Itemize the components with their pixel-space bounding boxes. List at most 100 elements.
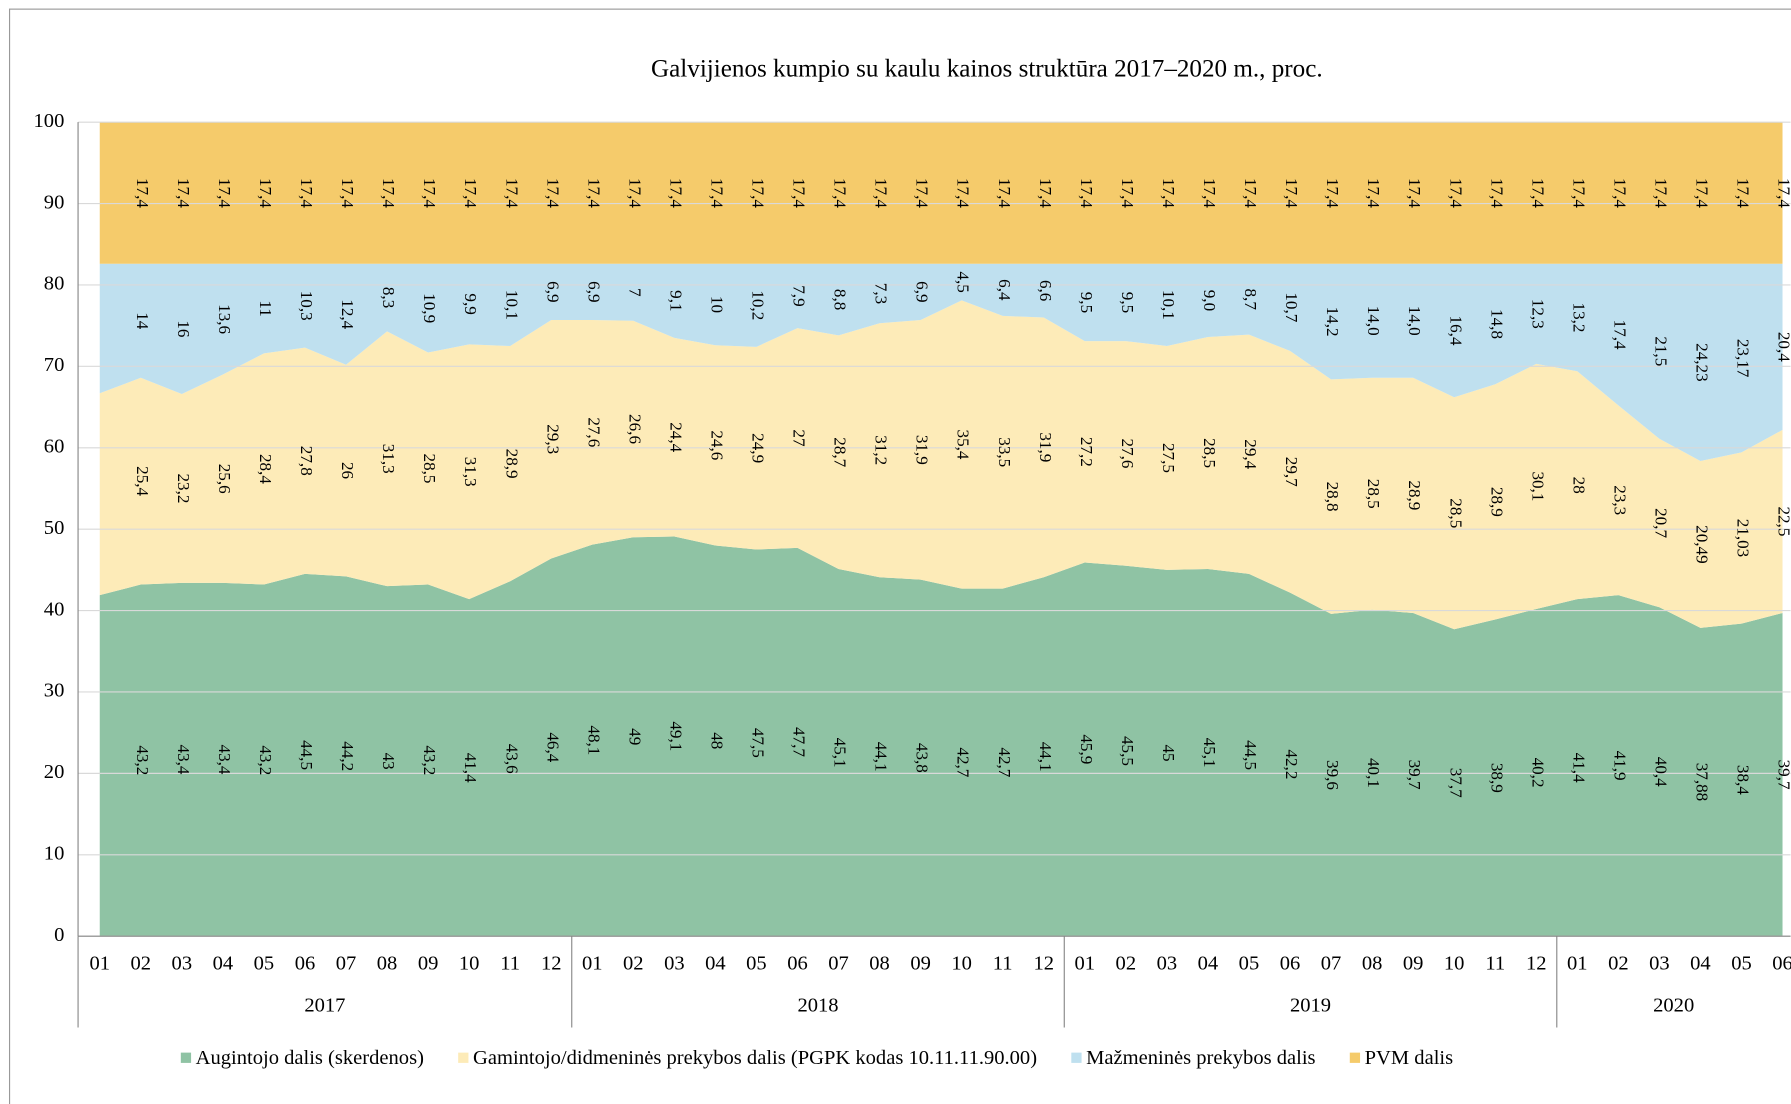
value-label: 30,1 [1528,471,1547,501]
x-tick-label: 06 [787,952,808,974]
value-label: 17,4 [1077,178,1096,208]
value-label: 44,2 [338,741,357,771]
value-label: 9,1 [666,290,685,311]
value-label: 25,4 [133,466,152,496]
value-label: 17,4 [1487,178,1506,208]
x-tick-label: 11 [993,952,1013,974]
value-label: 17,4 [1405,178,1424,208]
value-label: 21,03 [1734,519,1753,558]
legend-label: Gamintojo/didmeninės prekybos dalis (PGP… [473,1047,1037,1069]
value-label: 28,8 [1323,482,1342,512]
legend-label: Mažmeninės prekybos dalis [1086,1047,1315,1069]
value-label: 25,6 [215,464,234,494]
value-label: 45 [1159,744,1178,761]
x-tick-label: 12 [1526,952,1547,974]
x-tick-label: 08 [869,952,890,974]
legend-swatch [458,1052,469,1063]
value-label: 28,5 [1364,479,1383,509]
value-label: 9,5 [1077,292,1096,313]
value-label: 16 [174,320,193,338]
value-label: 43 [379,753,398,770]
value-label: 26 [338,462,357,480]
value-label: 31,9 [913,435,932,465]
value-label: 17,4 [995,178,1014,208]
value-label: 14 [133,312,152,330]
value-label: 29,3 [543,424,562,454]
value-label: 17,4 [1159,178,1178,208]
value-label: 17,4 [133,178,152,208]
value-label: 17,4 [790,178,809,208]
value-label: 28,9 [1405,480,1424,510]
value-label: 28,5 [420,454,439,484]
value-label: 22,5 [1775,506,1791,536]
x-tick-label: 04 [1690,952,1711,974]
value-label: 28,9 [502,449,521,479]
area [99,536,1783,937]
value-label: 38,4 [1734,765,1753,795]
value-label: 17,4 [1734,178,1753,208]
x-tick-label: 03 [172,952,193,974]
value-label: 48,1 [584,725,603,755]
x-tick-label: 04 [705,952,726,974]
value-label: 17,4 [1610,320,1629,350]
value-label: 14,0 [1364,306,1383,336]
x-tick-label: 06 [1772,952,1791,974]
value-label: 17,4 [1569,178,1588,208]
value-label: 33,5 [995,437,1014,467]
chart-frame [8,8,1791,1104]
value-label: 28 [1569,477,1588,494]
group-label: 2020 [1653,995,1694,1017]
x-tick-label: 09 [1403,952,1424,974]
value-label: 17,4 [1651,178,1670,208]
value-label: 41,4 [461,753,480,783]
value-label: 17,4 [1323,178,1342,208]
value-label: 17,4 [215,178,234,208]
chart-title: Galvijienos kumpio su kaulu kainos struk… [651,56,1323,83]
value-label: 7,9 [790,285,809,306]
value-label: 17,4 [954,178,973,208]
y-tick-label: 20 [44,761,65,783]
value-label: 37,88 [1693,763,1712,802]
x-tick-label: 11 [500,952,520,974]
value-label: 9,0 [1200,290,1219,311]
value-label: 40,2 [1528,758,1547,788]
area [99,300,1783,630]
x-tick-label: 06 [295,952,316,974]
group-label: 2019 [1290,995,1331,1017]
value-label: 6,9 [913,281,932,302]
value-label: 6,6 [1036,280,1055,302]
value-label: 39,6 [1323,760,1342,790]
value-label: 28,9 [1487,487,1506,517]
value-label: 17,4 [1693,178,1712,208]
x-tick-label: 05 [254,952,275,974]
value-label: 17,4 [625,178,644,208]
value-label: 8,8 [831,289,850,310]
value-label: 17,4 [1610,178,1629,208]
y-tick-label: 0 [54,924,64,946]
x-tick-label: 08 [1362,952,1383,974]
value-label: 31,9 [1036,432,1055,462]
x-tick-label: 05 [746,952,767,974]
group-label: 2018 [797,995,838,1017]
value-label: 13,6 [215,304,234,334]
x-tick-label: 01 [1567,952,1588,974]
value-label: 46,4 [543,732,562,762]
value-label: 17,4 [256,178,275,208]
x-tick-label: 02 [131,952,152,974]
value-label: 43,2 [133,745,152,775]
value-label: 17,4 [461,178,480,208]
value-label: 17,4 [1118,178,1137,208]
value-label: 23,3 [1610,485,1629,515]
x-tick-label: 09 [418,952,439,974]
value-label: 40,4 [1651,757,1670,787]
value-label: 12,4 [338,299,357,329]
x-tick-label: 10 [459,952,480,974]
value-label: 42,7 [995,747,1014,777]
value-label: 10,7 [1282,292,1301,322]
y-tick-label: 10 [44,842,65,864]
value-label: 42,7 [954,747,973,777]
legend-swatch [1071,1052,1082,1063]
value-label: 17,4 [872,178,891,208]
value-label: 17,4 [1036,178,1055,208]
x-tick-label: 07 [336,952,357,974]
